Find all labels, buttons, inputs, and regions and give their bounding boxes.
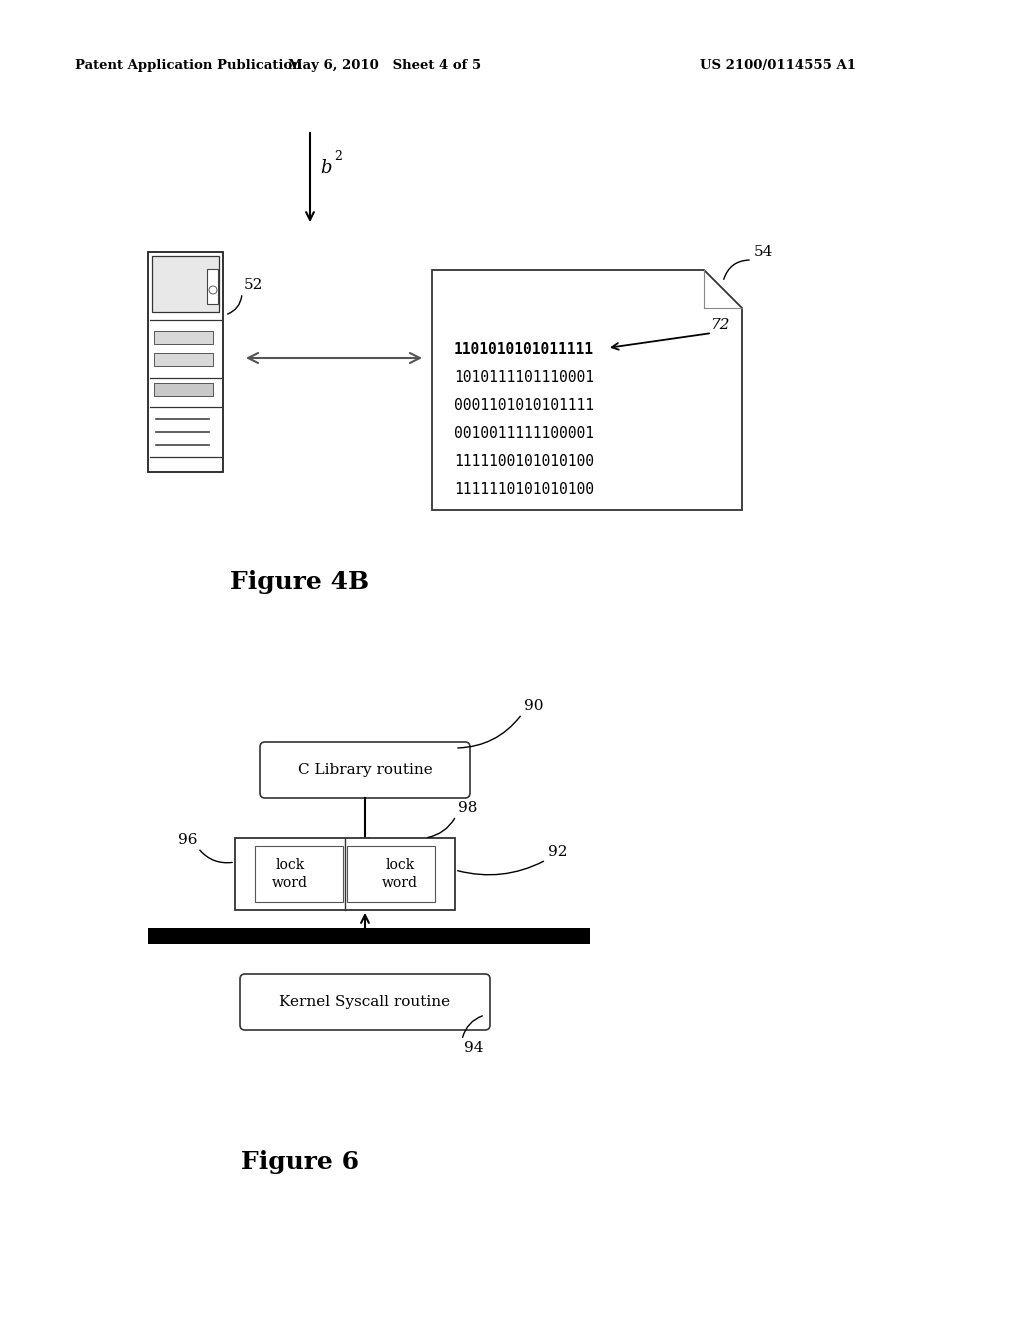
Text: Kernel Syscall routine: Kernel Syscall routine: [280, 995, 451, 1008]
Text: Patent Application Publication: Patent Application Publication: [75, 58, 302, 71]
Bar: [148, 252, 223, 473]
Text: lock
word: lock word: [382, 858, 418, 890]
Text: May 6, 2010   Sheet 4 of 5: May 6, 2010 Sheet 4 of 5: [289, 58, 481, 71]
Text: 1010111101110001: 1010111101110001: [454, 371, 594, 385]
Text: lock
word: lock word: [272, 858, 308, 890]
Polygon shape: [432, 271, 742, 510]
Bar: [347, 846, 435, 902]
Bar: [234, 838, 455, 909]
Text: 52: 52: [244, 279, 263, 292]
FancyArrowPatch shape: [724, 260, 750, 280]
Bar: [207, 269, 218, 304]
Text: 2: 2: [334, 149, 342, 162]
Text: 54: 54: [754, 246, 773, 259]
Text: Figure 6: Figure 6: [241, 1150, 359, 1173]
Bar: [255, 846, 343, 902]
FancyArrowPatch shape: [458, 717, 520, 748]
Text: Figure 4B: Figure 4B: [230, 570, 370, 594]
Text: 92: 92: [548, 845, 567, 859]
FancyArrowPatch shape: [458, 861, 544, 875]
Bar: [152, 256, 219, 312]
Text: 0001101010101111: 0001101010101111: [454, 399, 594, 413]
Text: b: b: [319, 158, 332, 177]
Text: 96: 96: [178, 833, 198, 847]
FancyArrowPatch shape: [200, 850, 232, 863]
FancyBboxPatch shape: [240, 974, 490, 1030]
Text: 1111110101010100: 1111110101010100: [454, 483, 594, 498]
FancyArrowPatch shape: [428, 818, 455, 837]
Text: C Library routine: C Library routine: [298, 763, 432, 777]
FancyBboxPatch shape: [260, 742, 470, 799]
Text: US 2100/0114555 A1: US 2100/0114555 A1: [700, 58, 856, 71]
Text: 1101010101011111: 1101010101011111: [454, 342, 594, 358]
Bar: [148, 928, 590, 944]
Text: 98: 98: [458, 801, 477, 814]
Text: 94: 94: [464, 1041, 483, 1055]
Text: 72: 72: [710, 318, 729, 333]
Text: 1111100101010100: 1111100101010100: [454, 454, 594, 470]
Bar: [154, 383, 213, 396]
FancyArrowPatch shape: [227, 296, 242, 314]
Bar: [154, 331, 213, 345]
Text: 90: 90: [524, 700, 544, 713]
Text: 0010011111100001: 0010011111100001: [454, 426, 594, 441]
Circle shape: [209, 286, 217, 294]
Bar: [154, 352, 213, 366]
FancyArrowPatch shape: [463, 1016, 482, 1038]
